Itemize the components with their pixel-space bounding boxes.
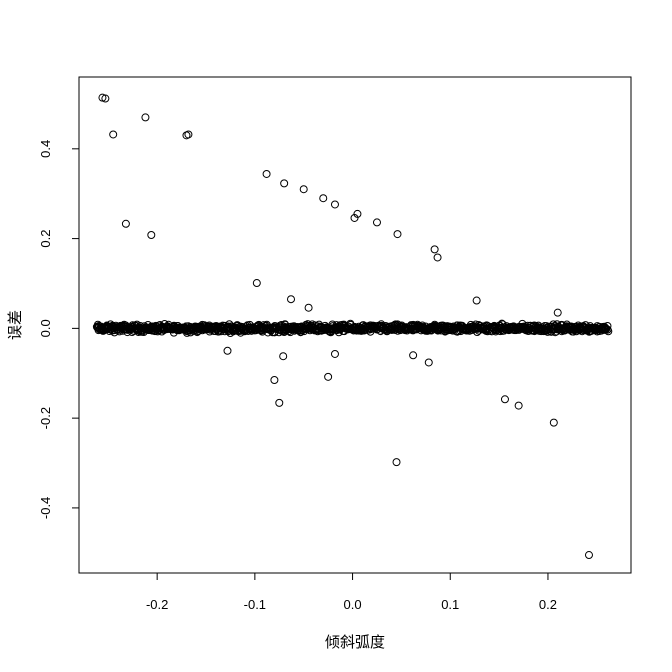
y-axis: -0.4 -0.2 0.0 0.2 0.4 bbox=[38, 140, 80, 519]
data-point-outlier bbox=[353, 209, 362, 218]
y-axis-title: 误差 bbox=[6, 310, 24, 340]
data-point-outlier bbox=[392, 458, 401, 467]
x-axis: -0.2 -0.1 0.0 0.1 0.2 bbox=[146, 572, 557, 612]
data-point-outlier bbox=[330, 349, 339, 358]
data-point-outlier bbox=[287, 295, 296, 304]
data-point-outlier bbox=[514, 401, 523, 410]
data-point-outlier bbox=[324, 372, 333, 381]
data-point-outlier bbox=[584, 551, 593, 560]
y-tick-label: 0.2 bbox=[38, 230, 53, 248]
data-point-outlier bbox=[101, 94, 110, 103]
x-tick-label: 0.1 bbox=[441, 597, 459, 612]
data-point-outlier bbox=[393, 230, 402, 239]
x-tick-label: -0.2 bbox=[146, 597, 168, 612]
data-point-outlier bbox=[319, 194, 328, 203]
data-point-outlier bbox=[109, 130, 118, 139]
data-point-outlier bbox=[262, 169, 271, 178]
data-point-outlier bbox=[350, 213, 359, 222]
data-point-outlier bbox=[430, 245, 439, 254]
data-point-outlier bbox=[299, 185, 308, 194]
data-point-outlier bbox=[409, 351, 418, 360]
data-point-outlier bbox=[372, 218, 381, 227]
y-tick-label: 0.4 bbox=[38, 140, 53, 158]
data-point-outlier bbox=[279, 352, 288, 361]
data-point bbox=[604, 327, 613, 336]
data-point bbox=[603, 325, 612, 334]
data-point-outlier bbox=[275, 398, 284, 407]
data-point-outlier bbox=[304, 303, 313, 312]
data-point-outlier bbox=[121, 219, 130, 228]
data-point-outlier bbox=[252, 279, 261, 288]
x-tick-label: 0.0 bbox=[344, 597, 362, 612]
data-point-outlier bbox=[184, 130, 193, 139]
data-point-outlier bbox=[424, 358, 433, 367]
x-axis-title: 倾斜弧度 bbox=[325, 633, 385, 651]
data-point-outlier bbox=[500, 395, 509, 404]
data-point-outlier bbox=[433, 253, 442, 262]
y-tick-label: 0.0 bbox=[38, 319, 53, 337]
data-point bbox=[603, 321, 612, 330]
data-points bbox=[92, 93, 613, 560]
data-point-outlier bbox=[147, 231, 156, 240]
x-tick-label: 0.2 bbox=[539, 597, 557, 612]
y-tick-label: -0.4 bbox=[38, 497, 53, 519]
data-point-outlier bbox=[223, 346, 232, 355]
data-point-outlier bbox=[472, 296, 481, 305]
data-point-outlier bbox=[330, 200, 339, 209]
x-tick-label: -0.1 bbox=[244, 597, 266, 612]
data-point-outlier bbox=[553, 308, 562, 317]
data-point-outlier bbox=[270, 375, 279, 384]
data-point-outlier bbox=[141, 113, 150, 122]
data-point-outlier bbox=[549, 418, 558, 427]
y-tick-label: -0.2 bbox=[38, 407, 53, 429]
data-point-outlier bbox=[280, 179, 289, 188]
